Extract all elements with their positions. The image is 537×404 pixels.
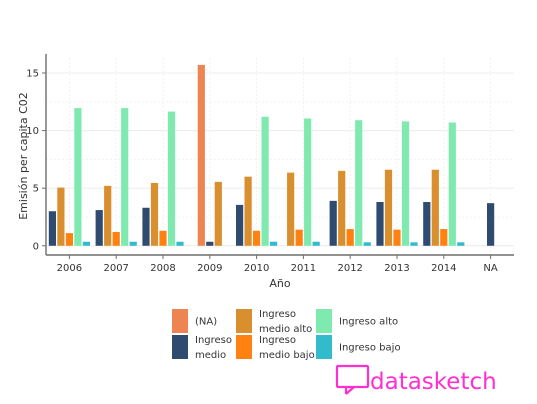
- axes-layer: 0 5 10 15 2006 2007 2008 2009 2010 2011 2012 2013 20…: [26, 54, 514, 274]
- bar: [167, 111, 176, 246]
- legend-swatch: [316, 335, 332, 359]
- bar: [338, 170, 346, 246]
- chat-bubble-icon: [335, 364, 370, 395]
- y-tick-label: 0: [33, 241, 39, 252]
- x-tick-label: 2013: [384, 263, 409, 274]
- y-tick-label: 15: [26, 68, 39, 79]
- bar: [423, 202, 431, 246]
- bar: [448, 122, 456, 246]
- x-tick-label: 2006: [57, 263, 82, 274]
- bar: [176, 241, 184, 246]
- bar: [82, 241, 90, 246]
- bar: [363, 242, 371, 246]
- bar: [214, 181, 222, 246]
- bar: [65, 233, 73, 246]
- bars-layer: [48, 64, 495, 246]
- bar: [244, 176, 252, 246]
- bar: [410, 242, 418, 246]
- bar: [304, 118, 312, 246]
- bar: [236, 204, 244, 246]
- legend-label: (NA): [195, 317, 217, 328]
- grid-layer: [46, 58, 514, 255]
- bar: [270, 241, 278, 246]
- x-tick-label: NA: [483, 263, 497, 274]
- bar: [150, 182, 159, 246]
- bar: [487, 203, 495, 246]
- bar: [159, 230, 167, 246]
- bar: [57, 187, 65, 246]
- legend-label: Ingreso medio bajo: [259, 335, 315, 361]
- legend-label: Ingreso bajo: [339, 343, 401, 354]
- bar: [393, 229, 401, 246]
- x-tick-label: 2014: [431, 263, 456, 274]
- x-tick-label: 2009: [197, 263, 222, 274]
- y-axis-title: Emisión per capita C02: [17, 92, 30, 220]
- brand-name: datasketch: [370, 369, 497, 395]
- y-tick-label: 10: [26, 126, 39, 137]
- bar: [261, 116, 269, 246]
- legend-swatch: [316, 309, 332, 333]
- bar: [329, 200, 337, 246]
- bar: [197, 64, 205, 246]
- legend-swatch: [236, 335, 252, 359]
- legend-label: Ingreso medio: [195, 335, 232, 361]
- bar: [440, 229, 448, 246]
- bar: [312, 241, 320, 246]
- bar: [206, 241, 214, 246]
- x-tick-label: 2012: [337, 263, 362, 274]
- brand-logo: datasketch: [335, 364, 497, 395]
- bar: [295, 229, 303, 246]
- bar: [74, 108, 82, 246]
- legend-swatch: [236, 309, 252, 333]
- x-tick-label: 2007: [103, 263, 128, 274]
- bar: [129, 241, 137, 246]
- legend-swatch: [172, 335, 188, 359]
- x-tick-label: 2008: [150, 263, 175, 274]
- bar: [431, 169, 439, 246]
- legend-label: Ingreso medio alto: [259, 309, 312, 335]
- bar: [457, 242, 465, 246]
- x-axis-title: Año: [269, 277, 290, 290]
- bar: [48, 211, 56, 246]
- y-tick-label: 5: [33, 184, 39, 195]
- bar: [346, 229, 354, 246]
- bar: [376, 202, 384, 246]
- x-tick-label: 2010: [244, 263, 269, 274]
- bar: [384, 169, 393, 246]
- legend-label: Ingreso alto: [339, 317, 398, 328]
- bar: [401, 121, 410, 246]
- legend-swatch: [172, 309, 188, 333]
- bar: [95, 210, 103, 246]
- bar: [287, 172, 295, 246]
- bar: [112, 231, 120, 246]
- bar: [355, 120, 363, 246]
- bar: [121, 108, 129, 246]
- bar: [142, 207, 150, 246]
- bar: [104, 185, 112, 246]
- x-tick-label: 2011: [291, 263, 316, 274]
- bar: [253, 230, 261, 246]
